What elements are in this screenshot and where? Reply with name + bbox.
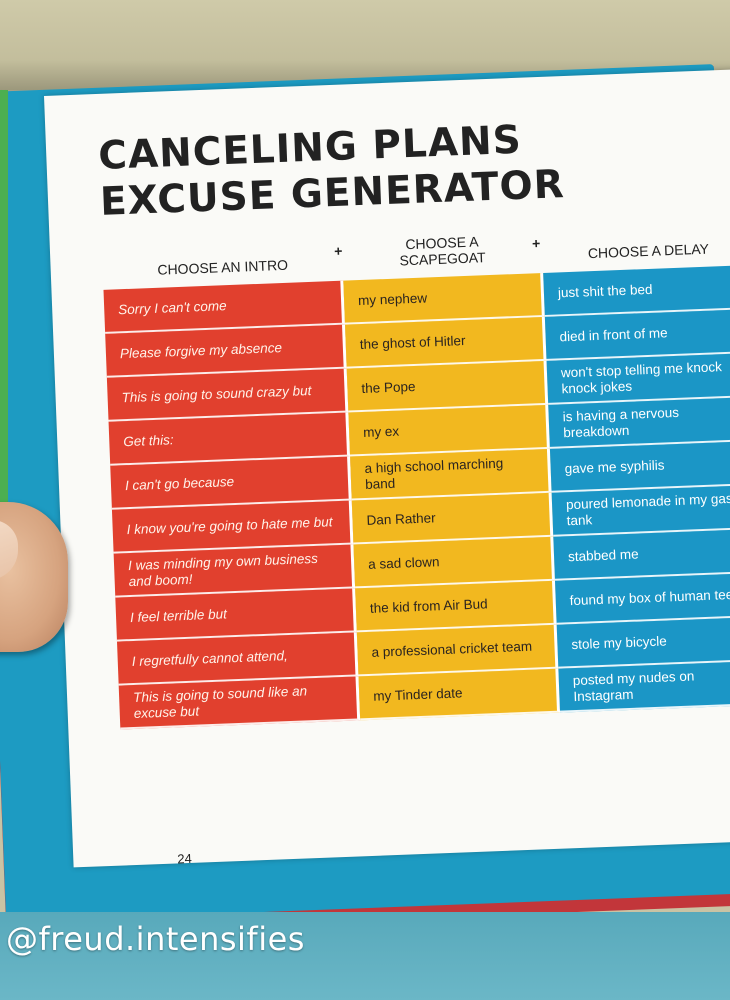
footer-band bbox=[0, 912, 730, 1000]
scapegoat-cell: my ex bbox=[348, 404, 550, 457]
scapegoat-cell: the ghost of Hitler bbox=[344, 316, 547, 369]
page-number: 24 bbox=[177, 850, 193, 867]
scapegoat-cell: a professional cricket team bbox=[356, 624, 559, 677]
thumb bbox=[0, 502, 68, 652]
delay-cell: poured lemonade in my gas tank bbox=[551, 484, 730, 537]
delay-cell: died in front of me bbox=[544, 308, 730, 361]
book-edge bbox=[0, 90, 8, 510]
header-delay: CHOOSE A DELAY bbox=[587, 240, 710, 262]
header-intro: CHOOSE AN INTRO bbox=[157, 256, 289, 278]
watermark-handle: @freud.intensifies bbox=[6, 920, 305, 958]
plus-sign-2: + bbox=[531, 235, 541, 252]
excuse-table: Sorry I can't come my nephew just shit t… bbox=[103, 264, 730, 730]
scapegoat-cell: my Tinder date bbox=[358, 668, 561, 721]
intro-cell: This is going to sound like an excuse bu… bbox=[118, 676, 361, 730]
delay-cell: won't stop telling me knock knock jokes bbox=[546, 352, 730, 405]
scapegoat-cell: the kid from Air Bud bbox=[355, 580, 557, 633]
book-page: CANCELING PLANS EXCUSE GENERATOR CHOOSE … bbox=[44, 69, 730, 868]
delay-cell: is having a nervous breakdown bbox=[548, 396, 730, 449]
scapegoat-cell: my nephew bbox=[343, 272, 545, 325]
header-scapegoat-line-2: SCAPEGOAT bbox=[399, 249, 486, 269]
delay-cell: just shit the bed bbox=[543, 264, 730, 317]
scapegoat-cell: Dan Rather bbox=[351, 492, 554, 545]
delay-cell: posted my nudes on Instagram bbox=[558, 660, 730, 713]
page-content: CANCELING PLANS EXCUSE GENERATOR CHOOSE … bbox=[97, 109, 730, 866]
scapegoat-cell: a high school marching band bbox=[350, 448, 552, 501]
header-scapegoat: CHOOSE A SCAPEGOAT bbox=[342, 231, 543, 271]
scapegoat-cell: a sad clown bbox=[353, 536, 555, 589]
page-title: CANCELING PLANS EXCUSE GENERATOR bbox=[97, 109, 730, 226]
delay-cell: stabbed me bbox=[553, 528, 730, 581]
delay-cell: gave me syphilis bbox=[549, 440, 730, 493]
delay-cell: found my box of human teeth bbox=[554, 572, 730, 625]
scapegoat-cell: the Pope bbox=[346, 360, 549, 413]
thumbnail bbox=[0, 520, 18, 580]
delay-cell: stole my bicycle bbox=[556, 616, 730, 669]
